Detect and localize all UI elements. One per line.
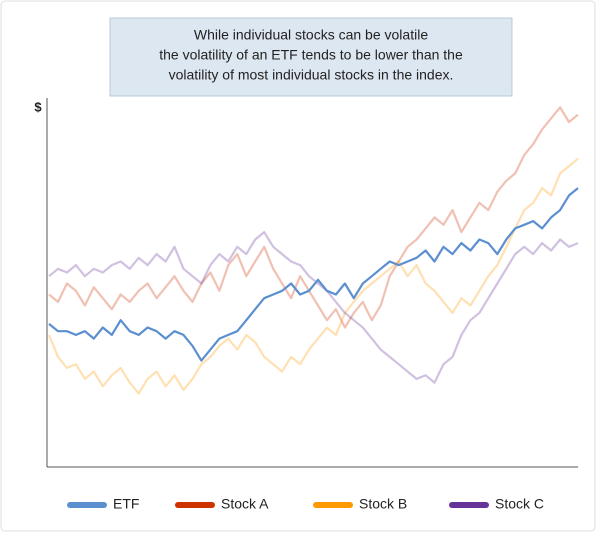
series-line <box>47 157 579 395</box>
legend-label: Stock B <box>359 496 407 512</box>
legend-label: Stock A <box>221 496 269 512</box>
legend-label: Stock C <box>495 496 544 512</box>
series-line <box>48 187 579 362</box>
series-line <box>48 106 579 329</box>
series-line <box>48 231 579 384</box>
annotation: volatility of most individual stocks in … <box>169 67 454 83</box>
annotation: the volatility of an ETF tends to be low… <box>159 47 463 63</box>
annotation-box <box>109 17 513 97</box>
annotation: While individual stocks can be volatile <box>194 27 428 43</box>
y-axis-label: $ <box>34 99 42 114</box>
legend-label: ETF <box>113 496 139 512</box>
